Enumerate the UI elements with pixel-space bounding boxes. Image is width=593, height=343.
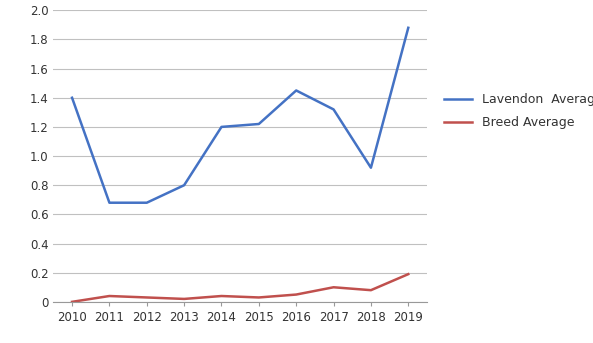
Breed Average — [218, 294, 225, 298]
Lavendon  Average — [180, 183, 187, 187]
Lavendon  Average — [330, 107, 337, 111]
Breed Average — [293, 293, 300, 297]
Lavendon  Average — [68, 96, 75, 100]
Breed Average — [405, 272, 412, 276]
Lavendon  Average — [144, 201, 151, 205]
Lavendon  Average — [256, 122, 263, 126]
Legend: Lavendon  Average, Breed Average: Lavendon Average, Breed Average — [441, 90, 593, 133]
Breed Average — [367, 288, 374, 292]
Lavendon  Average — [293, 88, 300, 93]
Breed Average — [68, 300, 75, 304]
Breed Average — [144, 295, 151, 299]
Line: Breed Average: Breed Average — [72, 274, 409, 302]
Lavendon  Average — [106, 201, 113, 205]
Breed Average — [256, 295, 263, 299]
Lavendon  Average — [218, 125, 225, 129]
Breed Average — [330, 285, 337, 289]
Lavendon  Average — [405, 26, 412, 30]
Breed Average — [106, 294, 113, 298]
Lavendon  Average — [367, 166, 374, 170]
Line: Lavendon  Average: Lavendon Average — [72, 28, 409, 203]
Breed Average — [180, 297, 187, 301]
